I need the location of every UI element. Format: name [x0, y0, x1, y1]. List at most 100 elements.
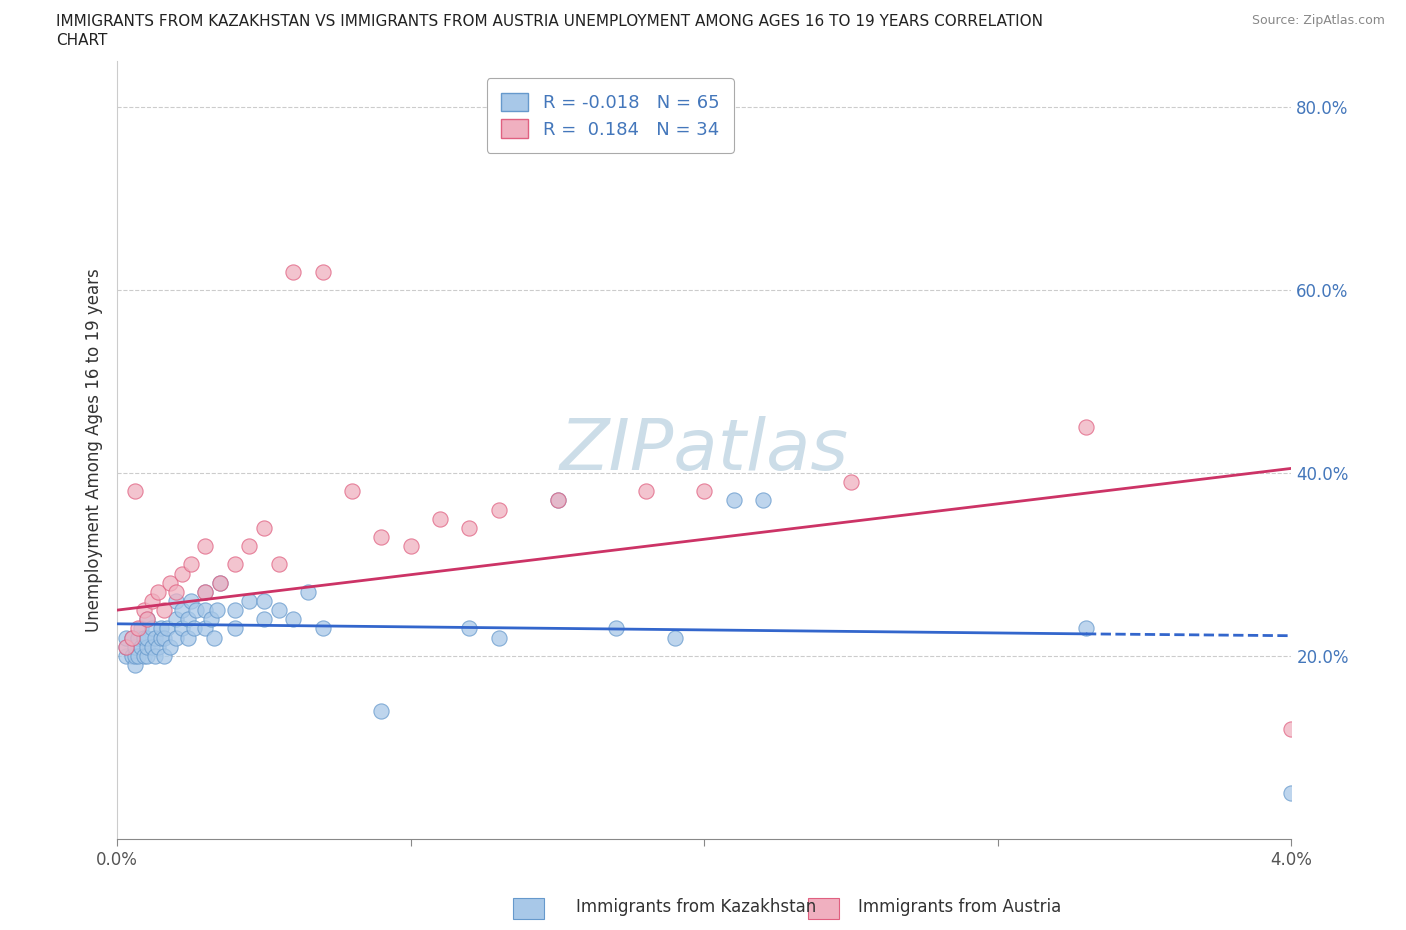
Point [159, 639, 181, 654]
Point [165, 612, 187, 627]
Point [153, 631, 176, 645]
Point [124, 484, 146, 498]
Point [488, 502, 510, 517]
Point [547, 493, 569, 508]
Point [176, 612, 198, 627]
Point [180, 593, 202, 608]
Point [253, 612, 276, 627]
Text: IMMIGRANTS FROM KAZAKHSTAN VS IMMIGRANTS FROM AUSTRIA UNEMPLOYMENT AMONG AGES 16: IMMIGRANTS FROM KAZAKHSTAN VS IMMIGRANTS… [56, 14, 1043, 29]
Point [194, 603, 217, 618]
Point [458, 621, 481, 636]
Point [124, 658, 146, 672]
Point [132, 631, 155, 645]
Point [1281, 722, 1303, 737]
Point [165, 631, 187, 645]
Point [224, 603, 246, 618]
Point [267, 603, 290, 618]
Point [839, 474, 862, 489]
Point [159, 576, 181, 591]
Point [194, 584, 217, 599]
Point [488, 631, 510, 645]
Point [115, 648, 138, 663]
Point [127, 648, 149, 663]
Text: CHART: CHART [56, 33, 108, 47]
Point [135, 639, 157, 654]
Point [127, 631, 149, 645]
Point [129, 639, 152, 654]
Point [429, 512, 451, 526]
Point [340, 484, 363, 498]
Point [312, 264, 335, 279]
Point [121, 648, 143, 663]
Point [141, 621, 163, 636]
Point [723, 493, 745, 508]
Text: ZIPatlas: ZIPatlas [560, 416, 849, 485]
Point [208, 576, 231, 591]
Point [170, 566, 193, 581]
Point [238, 538, 260, 553]
Point [129, 621, 152, 636]
Point [458, 521, 481, 536]
Point [370, 703, 392, 718]
Point [115, 631, 138, 645]
Point [121, 631, 143, 645]
Point [165, 584, 187, 599]
Point [132, 648, 155, 663]
Point [202, 631, 225, 645]
Point [124, 648, 146, 663]
Point [370, 529, 392, 544]
Legend: R = -0.018   N = 65, R =  0.184   N = 34: R = -0.018 N = 65, R = 0.184 N = 34 [486, 78, 734, 153]
Point [115, 639, 138, 654]
Point [693, 484, 716, 498]
Point [165, 593, 187, 608]
Point [143, 631, 166, 645]
Point [1074, 419, 1097, 434]
Point [205, 603, 228, 618]
Point [153, 648, 176, 663]
Point [121, 631, 143, 645]
Point [148, 639, 170, 654]
Point [752, 493, 775, 508]
Point [253, 521, 276, 536]
Point [194, 584, 217, 599]
Point [115, 639, 138, 654]
Text: Immigrants from Austria: Immigrants from Austria [858, 897, 1062, 916]
Point [297, 584, 319, 599]
Point [170, 621, 193, 636]
Point [180, 557, 202, 572]
Y-axis label: Unemployment Among Ages 16 to 19 years: Unemployment Among Ages 16 to 19 years [86, 268, 103, 632]
Point [176, 631, 198, 645]
Point [194, 538, 217, 553]
Point [283, 264, 305, 279]
Point [664, 631, 686, 645]
Point [135, 612, 157, 627]
Point [127, 621, 149, 636]
Point [253, 593, 276, 608]
Point [148, 584, 170, 599]
Point [634, 484, 657, 498]
Point [170, 603, 193, 618]
Point [200, 612, 222, 627]
Point [150, 621, 173, 636]
Point [194, 621, 217, 636]
Text: Source: ZipAtlas.com: Source: ZipAtlas.com [1251, 14, 1385, 27]
Point [312, 621, 335, 636]
Text: Immigrants from Kazakhstan: Immigrants from Kazakhstan [576, 897, 817, 916]
Point [132, 603, 155, 618]
Point [186, 603, 208, 618]
Point [156, 621, 179, 636]
Point [224, 557, 246, 572]
Point [141, 593, 163, 608]
Point [208, 576, 231, 591]
Point [605, 621, 627, 636]
Point [135, 648, 157, 663]
Point [135, 631, 157, 645]
Point [547, 493, 569, 508]
Point [267, 557, 290, 572]
Point [224, 621, 246, 636]
Point [153, 603, 176, 618]
Point [183, 621, 205, 636]
Point [124, 639, 146, 654]
Point [135, 612, 157, 627]
Point [143, 648, 166, 663]
